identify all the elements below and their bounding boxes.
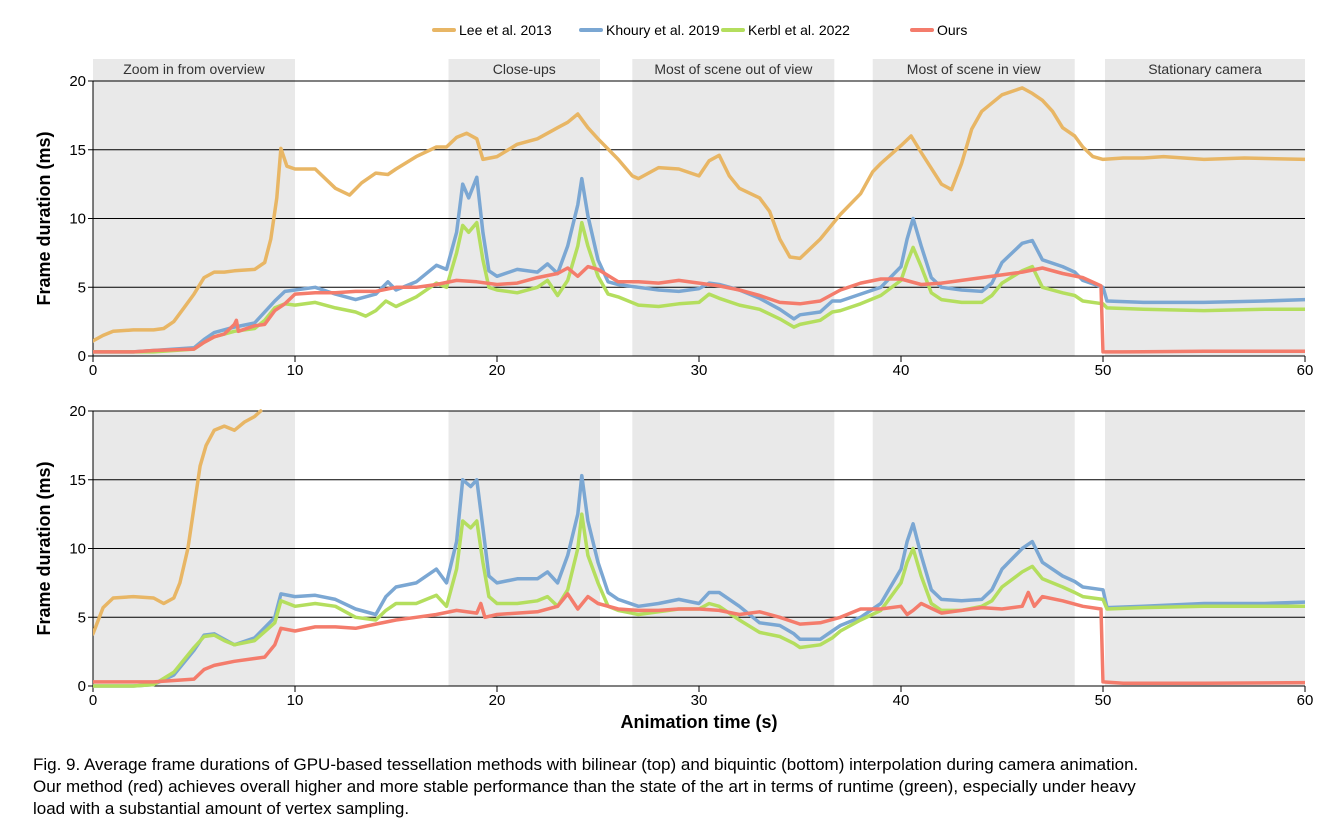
figure: Lee et al. 2013 Khoury et al. 2019 Kerbl e… [34, 22, 1313, 732]
region-label-close-ups: Close-ups [493, 61, 556, 77]
x-tick-label-10: 10 [287, 692, 304, 709]
x-tick-label-10: 10 [287, 362, 304, 379]
x-tick-label-0: 0 [89, 362, 97, 379]
series-line-khoury-et-al-2019 [93, 175, 1305, 354]
y-tick-label-0: 0 [78, 678, 86, 695]
series-line-ours [93, 264, 1305, 354]
caption-line-1: Fig. 9. Average frame durations of GPU-b… [33, 755, 1139, 774]
series-line-ours [93, 590, 1305, 686]
shaded-region-1 [93, 59, 295, 356]
y-tick-label-0: 0 [78, 348, 86, 365]
x-tick-label-40: 40 [893, 362, 910, 379]
region-label-stationary-camera: Stationary camera [1148, 61, 1262, 77]
y-tick-label-20: 20 [69, 403, 86, 420]
series-line-kerbl-et-al-2022 [93, 220, 1305, 354]
y-tick-label-5: 5 [78, 279, 86, 296]
x-tick-label-20: 20 [489, 362, 506, 379]
caption-line-3: load with a substantial amount of vertex… [33, 799, 410, 818]
series-line-lee-et-al-2013 [93, 86, 1305, 343]
y-axis-label: Frame duration (ms) [34, 461, 54, 635]
x-tick-label-60: 60 [1297, 692, 1314, 709]
x-tick-label-50: 50 [1095, 362, 1112, 379]
x-tick-label-40: 40 [893, 692, 910, 709]
x-tick-label-50: 50 [1095, 692, 1112, 709]
series-line-khoury-et-al-2019 [93, 473, 1305, 688]
x-tick-label-60: 60 [1297, 362, 1314, 379]
caption-line-2: Our method (red) achieves overall higher… [33, 777, 1136, 796]
chart-bottom: 0 10 20 30 40 50 60 0 5 10 15 20 Frame duration (ms) [34, 403, 1313, 709]
x-tick-label-30: 30 [691, 362, 708, 379]
region-label-most-of-scene-in-view: Most of scene in view [907, 61, 1042, 77]
shaded-region-4 [872, 59, 1075, 356]
y-tick-label-10: 10 [69, 211, 86, 228]
shaded-region-5 [1105, 59, 1305, 356]
legend: Lee et al. 2013 Khoury et al. 2019 Kerbl e… [432, 22, 967, 38]
figure-caption: Fig. 9. Average frame durations of GPU-b… [33, 754, 1323, 820]
y-tick-label-15: 15 [69, 142, 86, 159]
shaded-region-2 [448, 59, 601, 356]
region-label-most-of-scene-out-of-view: Most of scene out of view [654, 61, 813, 77]
legend-label-kerbl-et-al-2022: Kerbl et al. 2022 [748, 22, 850, 38]
shaded-region-3 [632, 59, 835, 356]
y-tick-label-10: 10 [69, 541, 86, 558]
y-tick-label-5: 5 [78, 609, 86, 626]
legend-label-lee-et-al-2013: Lee et al. 2013 [459, 22, 552, 38]
x-axis-label: Animation time (s) [620, 712, 777, 732]
legend-label-ours: Ours [937, 22, 967, 38]
legend-label-khoury-et-al-2019: Khoury et al. 2019 [606, 22, 720, 38]
x-tick-label-0: 0 [89, 692, 97, 709]
x-tick-label-20: 20 [489, 692, 506, 709]
y-axis-label: Frame duration (ms) [34, 131, 54, 305]
y-tick-label-15: 15 [69, 472, 86, 489]
x-tick-label-30: 30 [691, 692, 708, 709]
y-tick-label-20: 20 [69, 73, 86, 90]
region-label-zoom-in-from-overview: Zoom in from overview [123, 61, 265, 77]
chart-top: Zoom in from overview Close-ups Most of sc… [34, 59, 1313, 379]
series-line-lee-et-al-2013 [93, 409, 263, 636]
